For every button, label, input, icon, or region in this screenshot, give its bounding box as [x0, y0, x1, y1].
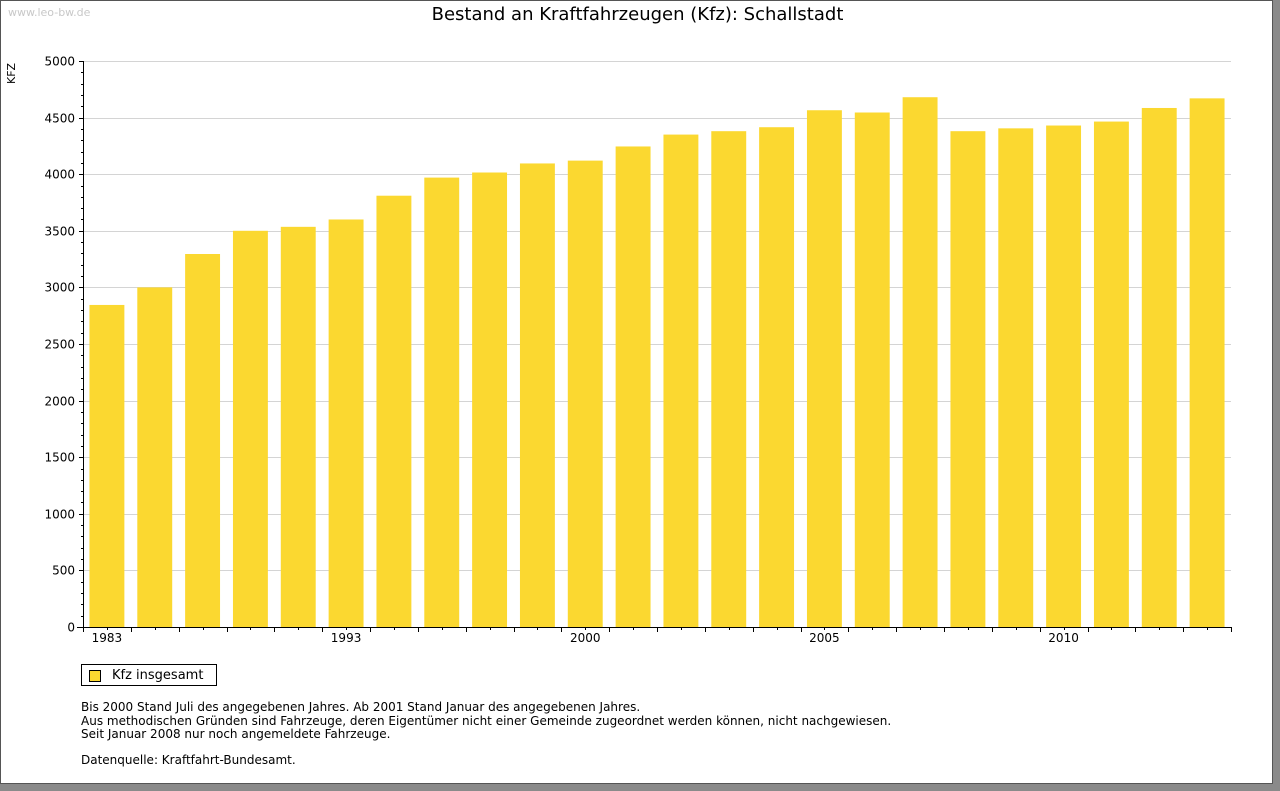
bar [1093, 121, 1129, 627]
x-tick-label: 1983 [92, 631, 123, 645]
bar [902, 97, 938, 627]
y-tick-label: 5000 [44, 55, 75, 69]
y-tick-label: 2500 [44, 338, 75, 352]
x-tick-label: 2000 [570, 631, 601, 645]
axes [77, 61, 1232, 632]
y-tick-label: 4000 [44, 168, 75, 182]
footnote-1: Bis 2000 Stand Juli des angegebenen Jahr… [81, 700, 641, 714]
bar [1046, 125, 1082, 628]
bar [615, 146, 651, 627]
watermark: www.leo-bw.de [8, 6, 91, 19]
y-tick-label: 500 [52, 564, 75, 578]
bar [998, 128, 1034, 627]
bar [89, 304, 125, 627]
bar [854, 112, 890, 628]
footnote-3: Seit Januar 2008 nur noch angemeldete Fa… [81, 727, 391, 741]
bar [424, 177, 460, 627]
data-source: Datenquelle: Kraftfahrt-Bundesamt. [81, 753, 296, 767]
bar [185, 254, 221, 628]
y-tick-label: 1000 [44, 508, 75, 522]
x-tick-label: 2005 [809, 631, 840, 645]
bar [472, 172, 508, 627]
x-tick-label: 1993 [331, 631, 362, 645]
y-tick-label: 0 [67, 621, 75, 635]
bar [663, 134, 699, 627]
legend-swatch [89, 670, 101, 682]
bar [519, 163, 555, 628]
grid-lines [83, 61, 1231, 571]
bar [711, 131, 747, 627]
legend: Kfz insgesamt [81, 664, 217, 686]
bar [328, 219, 364, 628]
y-tick-label: 1500 [44, 451, 75, 465]
legend-label: Kfz insgesamt [112, 668, 204, 683]
bar-chart: 0 500 1000 1500 2000 2500 3000 3500 4000 4500 5000… [44, 55, 1232, 645]
bar [1141, 107, 1177, 627]
y-tick-label: 4500 [44, 112, 75, 126]
y-tick-label: 3000 [44, 281, 75, 295]
x-tick-label: 2010 [1048, 631, 1079, 645]
bar [1189, 98, 1225, 627]
bar [280, 226, 316, 627]
y-tick-labels: 0 500 1000 1500 2000 2500 3000 3500 4000 4500 5000 [44, 55, 75, 635]
bar [376, 195, 412, 627]
footnote-2: Aus methodischen Gründen sind Fahrzeuge,… [81, 714, 892, 728]
y-tick-label: 3500 [44, 225, 75, 239]
bar [806, 110, 842, 627]
x-tick-labels: 1983 1993 2000 2005 2010 [92, 631, 1079, 645]
bar [950, 131, 986, 627]
bar [232, 230, 268, 628]
bar [759, 127, 795, 628]
bar [567, 160, 603, 627]
y-tick-label: 2000 [44, 395, 75, 409]
bar [137, 287, 173, 627]
bar-series [89, 97, 1225, 628]
chart-title: Bestand an Kraftfahrzeugen (Kfz): Schall… [431, 4, 844, 25]
